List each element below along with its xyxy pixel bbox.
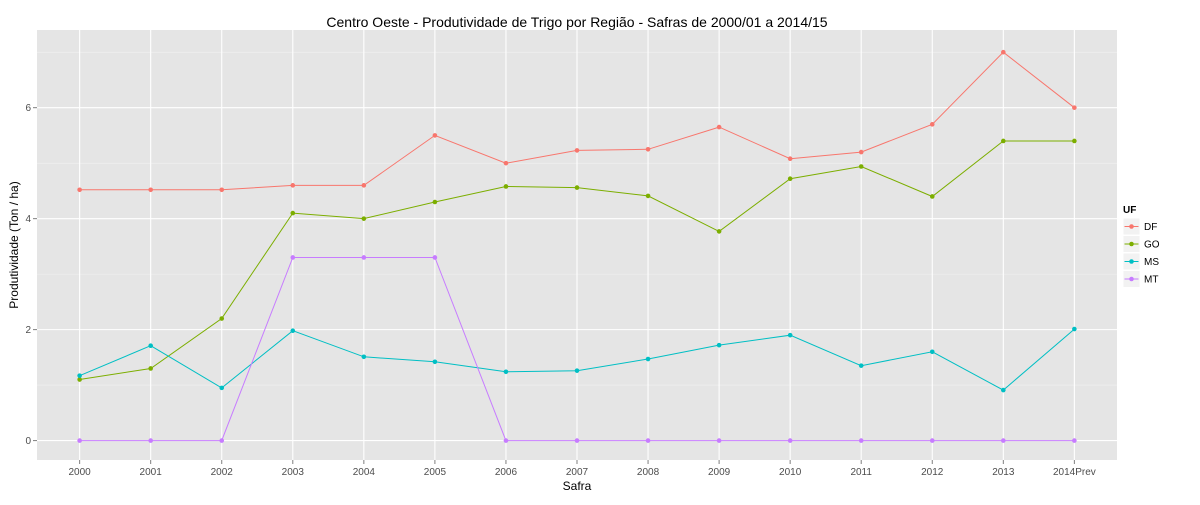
y-tick-label: 4 — [25, 214, 31, 225]
data-point-df — [1001, 49, 1006, 55]
data-point-ms — [858, 363, 864, 368]
x-tick-label: 2002 — [211, 467, 234, 478]
data-point-mt — [361, 255, 367, 260]
data-point-df — [290, 183, 296, 188]
legend-label-mt: MT — [1144, 275, 1158, 286]
data-point-ms — [148, 343, 153, 349]
legend-key-point — [1129, 276, 1134, 282]
x-tick-label: 2012 — [921, 467, 944, 478]
data-point-ms — [77, 373, 82, 378]
x-tick-label: 2010 — [779, 467, 802, 478]
data-point-go — [929, 194, 935, 199]
data-point-ms — [432, 359, 438, 365]
x-tick-label: 2013 — [992, 467, 1015, 478]
data-point-go — [361, 216, 367, 221]
data-point-go — [858, 164, 864, 169]
data-point-mt — [148, 438, 153, 443]
data-point-mt — [432, 255, 438, 260]
y-tick-label: 6 — [25, 103, 31, 114]
legend-key-point — [1129, 259, 1134, 264]
legend-label-ms: MS — [1144, 257, 1159, 268]
x-tick-label: 2004 — [353, 467, 376, 478]
data-point-mt — [1072, 438, 1077, 443]
data-point-ms — [787, 332, 793, 338]
data-point-go — [77, 377, 82, 382]
legend-key-point — [1129, 241, 1134, 247]
chart-title: Centro Oeste - Produtividade de Trigo po… — [326, 14, 827, 30]
data-point-ms — [1072, 326, 1077, 332]
x-tick-label: 2008 — [637, 467, 660, 478]
data-point-df — [1072, 105, 1077, 110]
x-axis-title: Safra — [563, 479, 592, 493]
data-point-df — [148, 187, 153, 193]
data-point-mt — [77, 438, 82, 443]
data-point-go — [219, 316, 225, 321]
legend-key-point — [1129, 224, 1134, 229]
data-point-df — [645, 146, 651, 152]
data-point-mt — [290, 255, 296, 260]
data-point-mt — [929, 438, 935, 443]
data-point-go — [716, 229, 722, 234]
data-point-mt — [716, 438, 722, 443]
data-point-go — [503, 184, 509, 189]
legend-label-df: DF — [1144, 222, 1157, 233]
data-point-go — [1072, 138, 1077, 144]
x-axis-ticks: 2000 2001 2002 2003 2004 2005 2006 2007 2008 2009… — [69, 460, 1096, 478]
legend-label-go: GO — [1144, 240, 1160, 251]
data-point-df — [503, 160, 509, 166]
data-point-go — [290, 210, 296, 216]
data-point-df — [929, 122, 935, 127]
data-point-df — [858, 149, 864, 155]
data-point-df — [219, 187, 225, 193]
data-point-go — [148, 366, 153, 371]
data-point-ms — [219, 385, 225, 391]
y-axis-ticks: 0 2 4 6 — [25, 103, 37, 447]
data-point-mt — [645, 438, 651, 443]
x-tick-label: 2014Prev — [1053, 467, 1096, 478]
data-point-df — [716, 124, 722, 130]
data-point-df — [574, 148, 580, 153]
data-point-ms — [361, 354, 367, 360]
y-axis-title: Produtividade (Ton / ha) — [7, 181, 21, 308]
data-point-mt — [574, 438, 580, 443]
data-point-mt — [503, 438, 509, 443]
data-point-ms — [574, 368, 580, 373]
x-tick-label: 2001 — [140, 467, 163, 478]
data-point-ms — [716, 342, 722, 348]
data-point-go — [1001, 138, 1006, 144]
data-point-ms — [929, 349, 935, 355]
data-point-mt — [787, 438, 793, 443]
data-point-ms — [503, 369, 509, 375]
x-tick-label: 2006 — [495, 467, 518, 478]
x-tick-label: 2005 — [424, 467, 447, 478]
data-point-df — [787, 156, 793, 162]
data-point-go — [432, 199, 438, 205]
data-point-mt — [219, 438, 225, 443]
data-point-df — [77, 187, 82, 193]
legend-title: UF — [1123, 205, 1136, 216]
data-points — [77, 49, 1077, 443]
data-point-go — [645, 193, 651, 199]
data-point-df — [432, 133, 438, 138]
x-tick-label: 2000 — [69, 467, 92, 478]
y-tick-label: 2 — [25, 325, 31, 336]
x-tick-label: 2003 — [282, 467, 305, 478]
data-point-go — [574, 185, 580, 190]
data-point-mt — [1001, 438, 1006, 443]
data-point-go — [787, 176, 793, 181]
data-point-ms — [290, 328, 296, 334]
x-tick-label: 2011 — [850, 467, 872, 478]
data-point-mt — [858, 438, 864, 443]
legend: UF DF GO MS MT — [1122, 205, 1160, 288]
data-point-ms — [1001, 387, 1006, 393]
x-tick-label: 2009 — [708, 467, 731, 478]
y-tick-label: 0 — [25, 436, 31, 447]
data-point-df — [361, 183, 367, 188]
data-point-ms — [645, 356, 651, 362]
x-tick-label: 2007 — [566, 467, 589, 478]
